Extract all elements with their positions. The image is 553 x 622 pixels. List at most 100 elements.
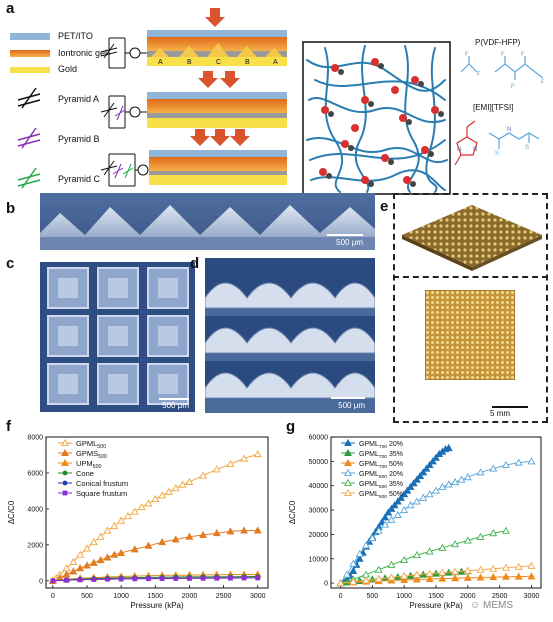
data-point (83, 561, 91, 569)
data-point (457, 475, 466, 483)
x-tick-label: 2500 (216, 593, 232, 600)
data-point (425, 574, 434, 582)
data-point (349, 577, 358, 585)
legend-marker (61, 458, 69, 467)
data-point (77, 577, 83, 583)
device-schematic: A B C B A (100, 8, 287, 187)
data-point (89, 538, 98, 546)
data-point (173, 576, 179, 581)
data-point (171, 484, 180, 492)
series-line (340, 565, 532, 584)
data-point (384, 508, 393, 516)
data-point (377, 518, 386, 526)
legend-swatch-gold (10, 67, 50, 73)
data-point (137, 502, 146, 511)
data-point (89, 558, 98, 566)
data-point (76, 564, 85, 572)
x-tick-label: 2500 (492, 593, 508, 600)
data-point (451, 574, 460, 582)
data-point (144, 541, 153, 549)
svg-text:N: N (473, 147, 477, 153)
data-point (425, 569, 434, 577)
chem-structure-polymer: F F F F F F (460, 52, 545, 90)
data-point (200, 575, 206, 581)
scale-label-c: 500 μm (162, 401, 189, 410)
panel-label-f: f (6, 418, 11, 435)
data-point (451, 477, 460, 486)
svg-text:B: B (187, 59, 192, 66)
legend-label: GPML700 50% (359, 461, 403, 470)
svg-text:N: N (507, 127, 511, 133)
sem-image-top-view: 500 μm (40, 262, 195, 412)
data-point (240, 526, 249, 534)
photo-top-sensor (425, 290, 515, 380)
legend-entry: Conical frustum (58, 479, 128, 488)
data-point (96, 556, 105, 564)
data-point (527, 457, 536, 465)
data-point (240, 454, 249, 462)
svg-text:F: F (477, 72, 481, 78)
data-point (438, 482, 447, 490)
scale-bar-e (492, 406, 528, 408)
data-point (476, 468, 485, 476)
legend-label: GPMS500 (76, 449, 107, 460)
x-tick-label: 2000 (182, 593, 198, 600)
svg-text:F: F (521, 52, 525, 58)
legend-entry: GPML700 50% (341, 458, 403, 470)
y-tick-label: 20000 (309, 532, 329, 539)
svg-text:A: A (273, 59, 278, 66)
data-point (502, 526, 510, 534)
data-point (362, 570, 370, 578)
data-point (438, 574, 447, 582)
data-point (158, 491, 167, 499)
data-point (412, 475, 421, 483)
data-point (342, 570, 351, 578)
series-line (340, 460, 532, 584)
data-point (387, 560, 396, 568)
data-point (476, 573, 485, 581)
data-point (158, 538, 167, 546)
series-line (52, 577, 258, 582)
legend-entry: Square frustum (58, 489, 127, 498)
data-point (103, 526, 112, 534)
data-point (374, 526, 383, 534)
x-axis-label: Pressure (kPa) (409, 601, 463, 610)
legend-marker (344, 458, 352, 467)
svg-text:F: F (511, 84, 515, 90)
y-tick-label: 0 (39, 578, 43, 585)
data-point (476, 532, 485, 540)
panel-label-a: a (6, 0, 15, 17)
data-point (432, 453, 440, 461)
data-point (425, 490, 434, 498)
x-tick-label: 500 (367, 593, 379, 600)
data-point (489, 564, 498, 572)
chem-structure-ionic-liquid: N N N S S (454, 120, 540, 166)
data-point (393, 510, 402, 518)
legend-marker (62, 490, 68, 496)
chart-f: 0 500 1000 1500 2000 2500 3000 0 2000 4000 6000 800… (7, 435, 269, 610)
y-tick-label: 40000 (309, 483, 329, 490)
series-line (52, 576, 258, 582)
scale-label-e: 5 mm (490, 409, 510, 418)
data-point (527, 561, 536, 569)
svg-text:S: S (525, 145, 529, 151)
scale-label-d: 500 μm (338, 401, 365, 410)
series-4 (336, 526, 510, 587)
data-point (124, 511, 132, 520)
legend-entry: GPMS500 (58, 448, 107, 460)
data-point (374, 574, 383, 582)
data-point (199, 471, 208, 479)
x-tick-label: 1000 (396, 593, 412, 600)
data-point (118, 576, 124, 582)
sem-image-side-profile: 500 μm (40, 193, 375, 250)
legend-label-pet-ito: PET/ITO (58, 31, 93, 41)
y-tick-label: 0 (324, 581, 328, 588)
data-point (199, 530, 208, 538)
x-tick-label: 2000 (460, 593, 476, 600)
data-point (387, 504, 396, 512)
data-point (96, 532, 105, 540)
legend-label: GPML700 35% (359, 451, 403, 460)
data-point (438, 568, 447, 576)
legend-label: Cone (76, 469, 94, 478)
panel-label-c: c (6, 255, 15, 272)
